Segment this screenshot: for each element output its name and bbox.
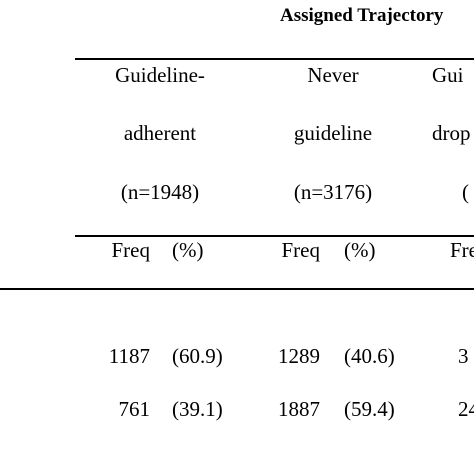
group-header: guideline: [293, 121, 373, 145]
rule: [75, 235, 474, 237]
column-header: Freq: [111, 238, 151, 262]
table-cell: (60.9): [172, 344, 223, 368]
column-header: Freq: [281, 238, 321, 262]
rule: [0, 288, 474, 290]
table-cell: 761: [118, 397, 151, 421]
table-cell: (39.1): [172, 397, 223, 421]
group-header: (: [462, 180, 469, 204]
group-header: (n=3176): [293, 180, 373, 204]
group-header: drop: [432, 121, 471, 145]
group-header: Guideline-: [115, 63, 205, 87]
group-header: adherent: [123, 121, 197, 145]
table-title: Assigned Trajectory: [280, 5, 444, 26]
column-header: (%): [172, 238, 204, 262]
table-cell: 3: [458, 344, 469, 368]
table-cell: 1887: [278, 397, 320, 421]
group-header: (n=1948): [120, 180, 200, 204]
column-header: (%): [344, 238, 376, 262]
column-header: Fre: [450, 238, 474, 262]
table-cell: 1187: [108, 344, 150, 368]
table-cell: 24: [458, 397, 474, 421]
group-header: Gui: [432, 63, 464, 87]
table-cell: (40.6): [344, 344, 395, 368]
group-header: Never: [307, 63, 359, 87]
table-cell: (59.4): [344, 397, 395, 421]
rule: [75, 58, 474, 60]
table-cell: 1289: [278, 344, 320, 368]
